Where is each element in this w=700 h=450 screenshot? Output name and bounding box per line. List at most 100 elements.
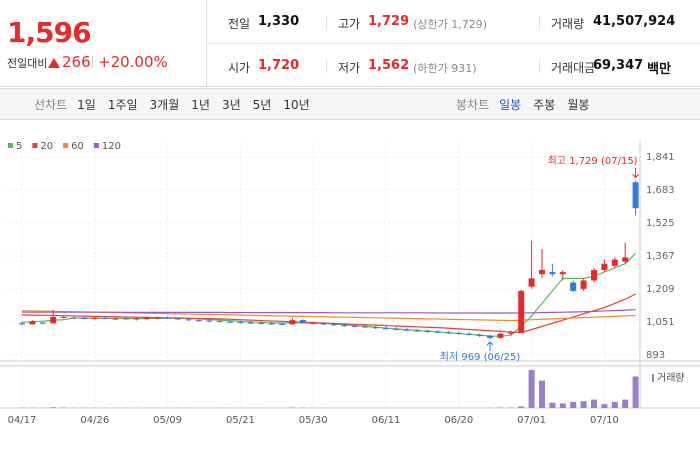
candle-body [403, 329, 410, 331]
candle-body [310, 323, 317, 325]
candle-body [518, 290, 525, 333]
candle-body [112, 318, 119, 320]
y-tick-label: 1,683 [646, 185, 675, 196]
y-tick-label: 893 [646, 350, 665, 361]
candle-body [60, 316, 67, 318]
summary-value: 1,720 [258, 58, 300, 73]
summary-value: 1,562 [368, 58, 410, 73]
change: 266 [62, 53, 91, 71]
summary-value: 1,330 [258, 14, 300, 29]
candle-body [289, 320, 296, 325]
y-tick-label: 1,841 [646, 152, 675, 163]
legend-swatch [8, 143, 13, 148]
candle-body [383, 328, 389, 330]
candle-body [143, 318, 150, 320]
summary-label: 거래대금 [551, 61, 596, 75]
toolbar-option[interactable]: 1주일 [107, 98, 138, 112]
toolbar-option[interactable]: 일봉 [499, 98, 522, 112]
volume-label: 거래량 [657, 372, 685, 384]
candle-body [268, 323, 275, 325]
candle-body [435, 331, 441, 333]
summary-note: (상한가 1,729) [413, 18, 488, 31]
candle-body [185, 319, 192, 321]
toolbar-option[interactable]: 5년 [252, 98, 272, 112]
toolbar-option[interactable]: 3년 [221, 98, 241, 112]
change-label: 전일대비 [7, 57, 48, 70]
toolbar-option[interactable]: 10년 [283, 98, 310, 112]
candle-body [351, 325, 358, 327]
divider [539, 60, 540, 73]
summary-label: 고가 [338, 17, 361, 31]
candle-body [362, 326, 369, 328]
candle-body [299, 320, 306, 324]
candle-body [622, 257, 629, 262]
volume-bar [601, 404, 608, 408]
candle-body [601, 263, 608, 270]
candle-body [164, 317, 171, 319]
divider [326, 16, 327, 29]
candle-body [175, 318, 181, 320]
legend-swatch [32, 143, 38, 148]
y-tick-label: 1,051 [646, 317, 675, 328]
candle-body [237, 322, 244, 324]
candle-body [81, 318, 88, 320]
toolbar-option[interactable]: 주봉 [533, 98, 556, 112]
candle-body [247, 322, 254, 324]
volume-bar [632, 376, 639, 408]
candle-body [195, 320, 202, 322]
candle-body [320, 323, 327, 325]
ma-line [22, 309, 636, 314]
summary-unit: 백만 [647, 62, 672, 77]
candle-body [331, 324, 337, 326]
legend-label: 120 [102, 141, 121, 152]
toolbar-option[interactable]: 1일 [77, 98, 96, 112]
toolbar-option[interactable]: 1년 [191, 98, 210, 112]
legend-label: 60 [71, 141, 84, 152]
summary-value: 69,347 [593, 58, 644, 73]
x-tick-label: 07/01 [517, 415, 546, 426]
candle-body [497, 333, 504, 338]
legend-label: 20 [40, 141, 53, 152]
volume-bar [549, 402, 556, 408]
x-tick-label: 05/21 [226, 415, 255, 426]
candle-body [570, 282, 577, 291]
volume-bar [528, 370, 535, 408]
toolbar-label: 봉차트 [456, 98, 490, 112]
header [0, 0, 700, 87]
candle-body [102, 318, 109, 320]
toolbar [0, 88, 700, 120]
candle-body [455, 333, 462, 335]
volume-bar [591, 399, 597, 408]
candle-body [216, 321, 223, 323]
annotation-high: 최고 1,729 (07/15) [548, 155, 638, 167]
legend-swatch [93, 143, 99, 148]
legend-swatch [63, 143, 69, 148]
candle-body [29, 321, 36, 325]
candle-body [71, 317, 77, 319]
x-tick-label: 05/30 [299, 415, 328, 426]
divider [207, 43, 700, 44]
candle-body [591, 269, 597, 281]
divider [92, 56, 93, 68]
candle-body [227, 321, 233, 323]
candle-body [445, 332, 452, 334]
divider [326, 60, 327, 73]
volume-bar [518, 406, 525, 408]
summary-value: 1,729 [368, 14, 410, 29]
x-tick-label: 04/26 [80, 415, 109, 426]
toolbar-option[interactable]: 월봉 [567, 98, 590, 112]
legend-swatch [652, 374, 654, 382]
candle-body [487, 335, 493, 338]
x-tick-label: 06/11 [372, 415, 401, 426]
candle-body [39, 322, 46, 324]
candle-body [258, 323, 265, 325]
annotation-low: 최저 969 (06/25) [440, 351, 521, 363]
candle-body [539, 269, 545, 275]
change-pct: +20.00% [98, 53, 168, 71]
volume-bar [622, 399, 629, 408]
candle-body [611, 259, 618, 266]
toolbar-option[interactable]: 3개월 [149, 98, 180, 112]
x-tick-label: 07/10 [590, 415, 619, 426]
divider [206, 0, 207, 86]
candle-body [19, 323, 25, 325]
